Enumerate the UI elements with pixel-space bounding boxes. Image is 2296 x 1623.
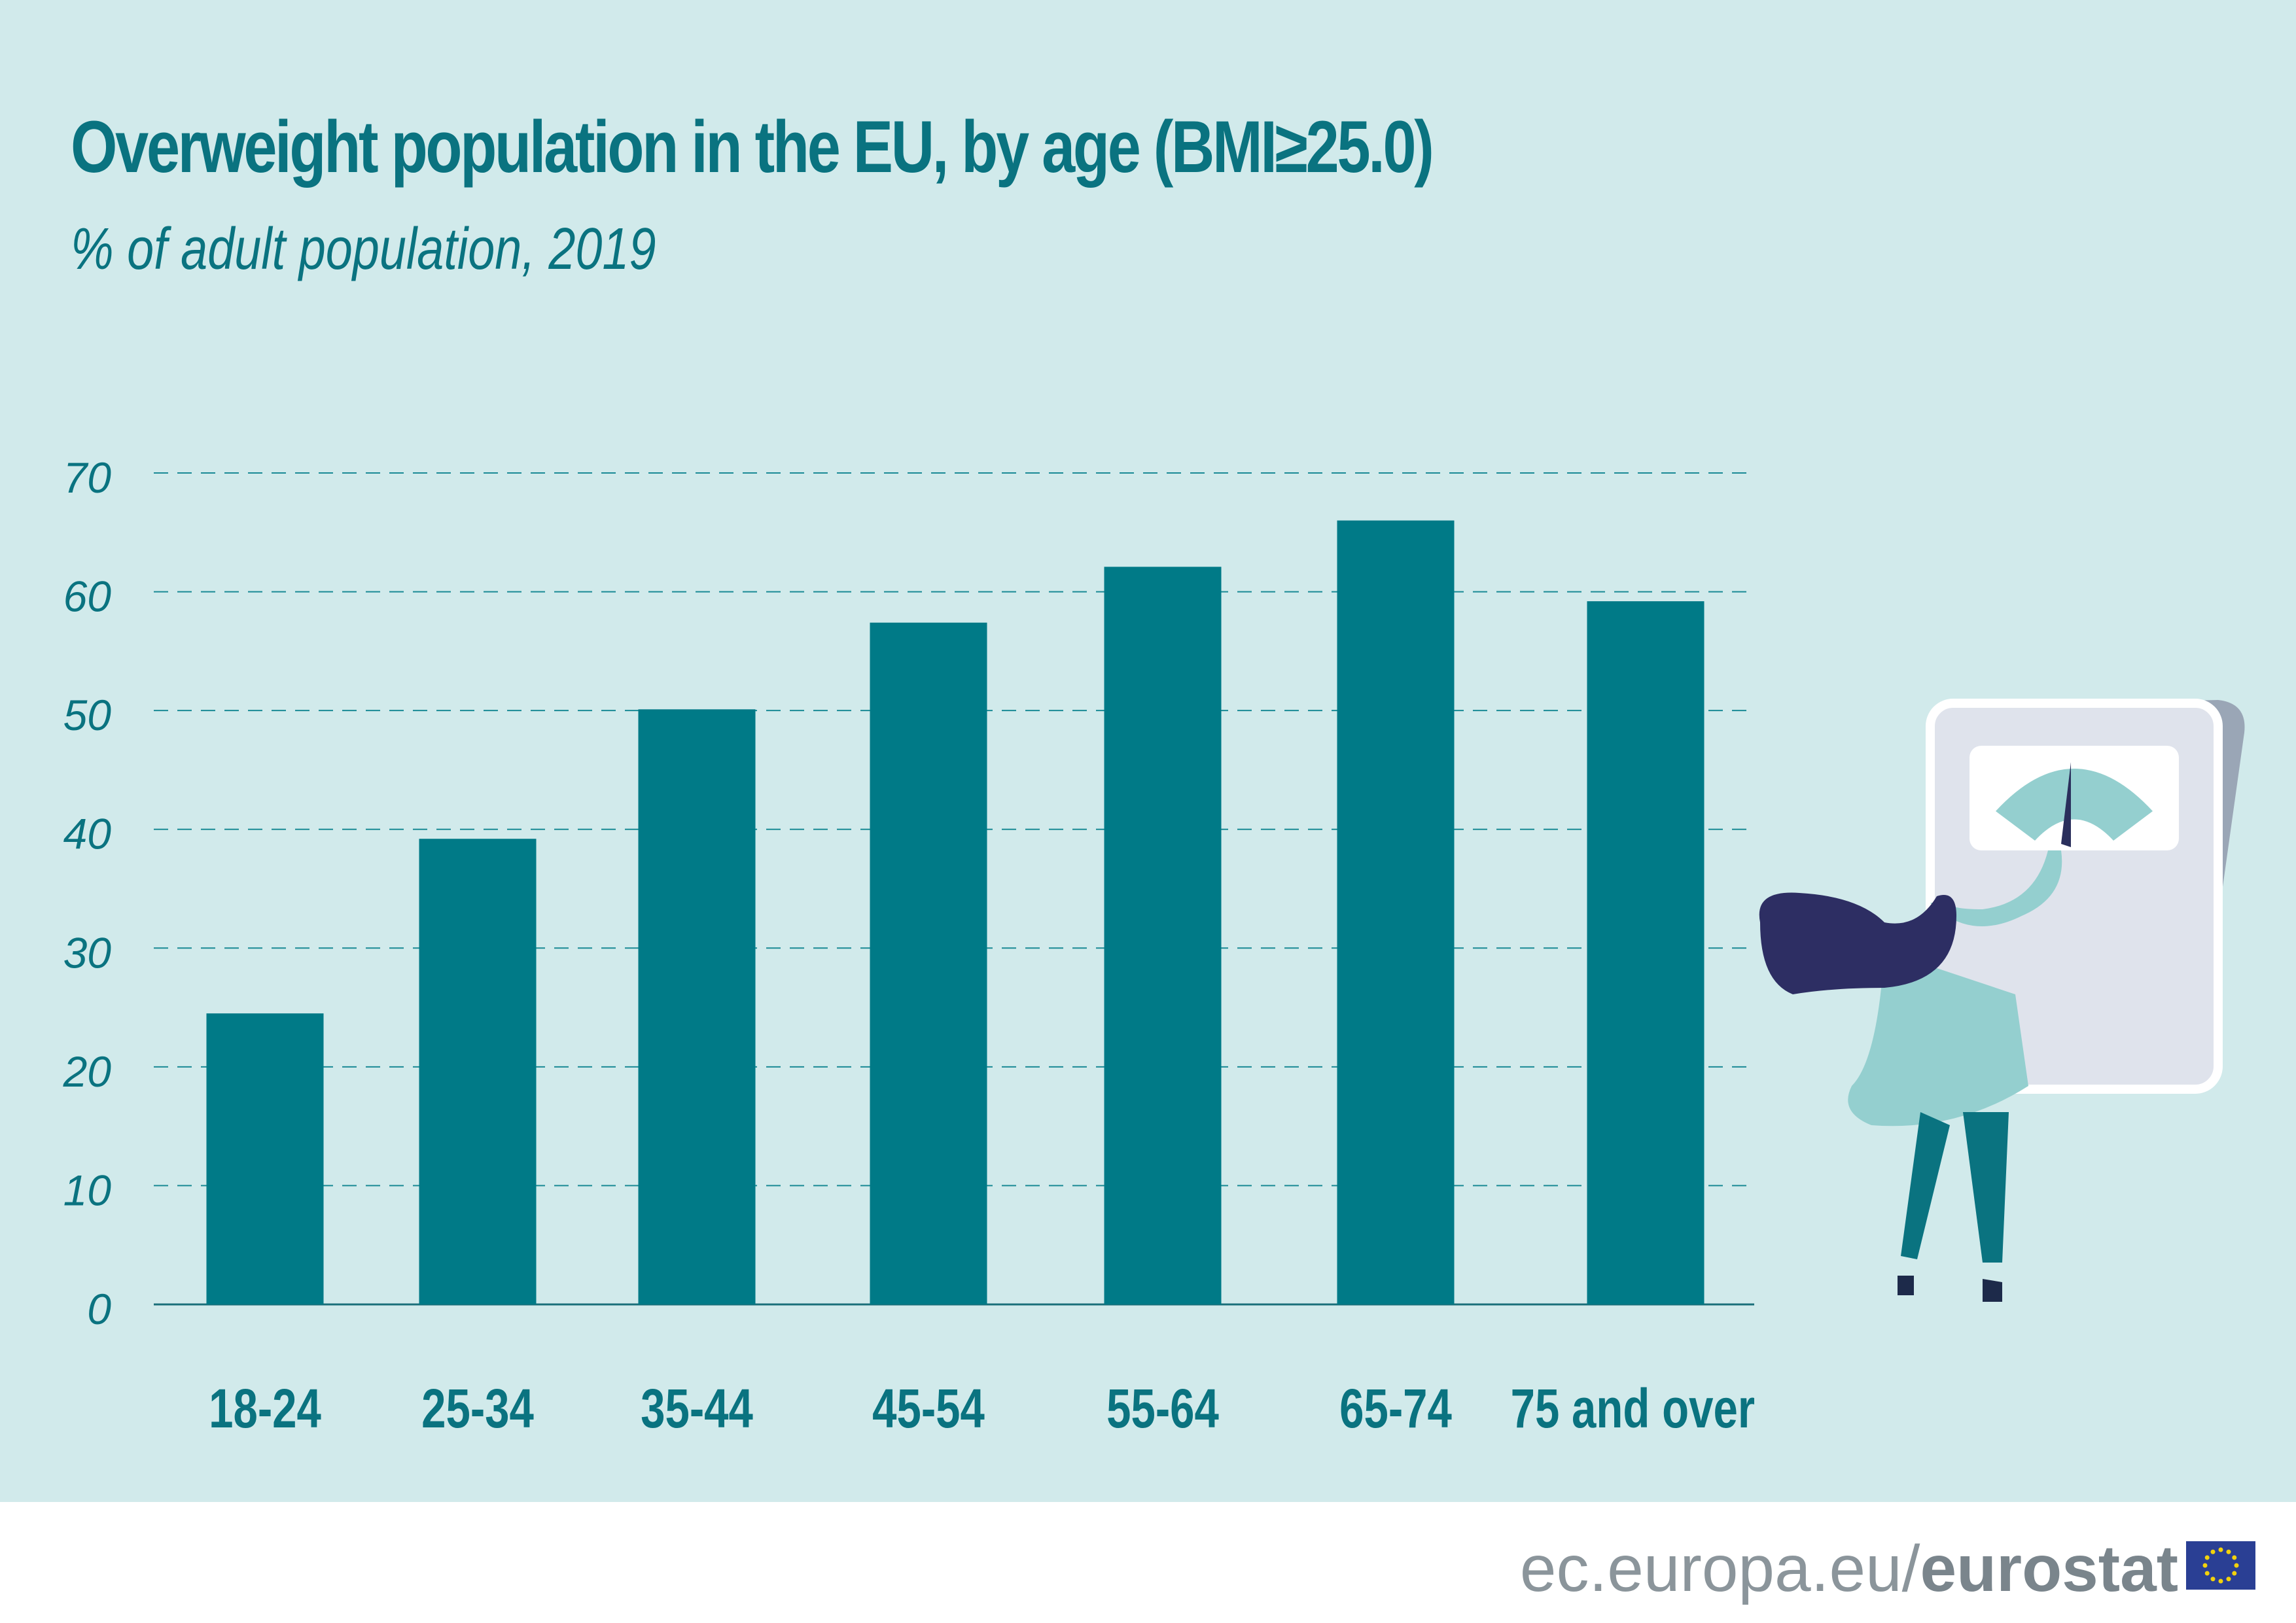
eu-flag-icon [2186, 1541, 2255, 1590]
x-tick-label: 65-74 [1339, 1378, 1452, 1440]
star [2234, 1563, 2239, 1568]
star [2204, 1571, 2210, 1576]
chart-subtitle: % of adult population, 2019 [71, 217, 656, 282]
y-tick-label: 0 [87, 1285, 111, 1333]
footer-brand: eurostat [1920, 1532, 2178, 1605]
bar-18-24 [206, 1013, 324, 1304]
y-tick-label: 60 [63, 572, 112, 621]
x-tick-label: 18-24 [209, 1378, 321, 1440]
bar-chart: 0 10 20 30 40 50 60 70 18-24 25-34 35-44 45-54 55-64… [63, 453, 2245, 1440]
bar-35-44 [638, 709, 756, 1304]
star [2218, 1547, 2223, 1552]
y-tick-label: 70 [63, 453, 112, 502]
chart-title: Overweight population in the EU, by age … [71, 106, 1434, 188]
x-tick-label: 25-34 [421, 1378, 534, 1440]
star [2204, 1555, 2210, 1560]
star [2218, 1579, 2223, 1584]
star [2202, 1563, 2208, 1568]
bar-55-64 [1104, 567, 1222, 1304]
x-tick-label: 75 and over [1511, 1378, 1755, 1440]
bar-75-and-over [1587, 601, 1704, 1304]
footer: ec.europa.eu/eurostat [0, 1502, 2296, 1623]
bar-45-54 [870, 622, 987, 1304]
x-tick-label: 55-64 [1106, 1378, 1219, 1440]
star [2232, 1571, 2237, 1576]
star [2226, 1577, 2231, 1582]
footer-site: ec.europa.eu/ [1519, 1532, 1920, 1605]
star [2210, 1549, 2216, 1554]
bar-65-74 [1337, 520, 1455, 1304]
y-tick-label: 30 [63, 928, 112, 977]
y-tick-label: 40 [63, 810, 112, 858]
bar-25-34 [419, 839, 537, 1304]
star [2226, 1549, 2231, 1554]
y-tick-label: 10 [63, 1166, 112, 1214]
x-tick-label: 45-54 [872, 1378, 985, 1440]
star [2210, 1577, 2216, 1582]
footer-link[interactable]: ec.europa.eu/eurostat [1520, 1531, 2178, 1607]
star [2232, 1555, 2237, 1560]
x-tick-label: 35-44 [641, 1378, 753, 1440]
y-tick-label: 20 [63, 1047, 112, 1096]
y-tick-label: 50 [63, 691, 112, 739]
scale-woman-illustration [1759, 699, 2245, 1302]
